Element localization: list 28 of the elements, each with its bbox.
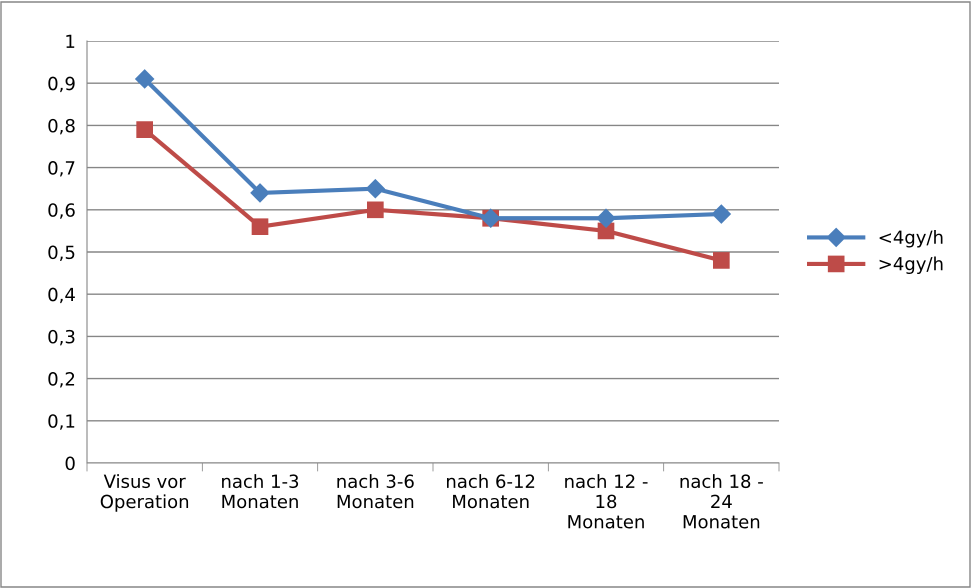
y-tick-label: 0,5	[48, 245, 74, 261]
point	[250, 183, 270, 202]
y-tick-label: 0,3	[48, 330, 74, 346]
y-tick-label: 0,4	[48, 288, 75, 304]
legend-label: <4gy/h	[880, 230, 942, 248]
y-tick-label: 0,9	[48, 76, 75, 92]
point	[135, 69, 154, 89]
point	[713, 252, 730, 269]
y-tick-label: 0,2	[48, 372, 74, 388]
point	[136, 121, 153, 138]
x-tick-label: Visus vor Operation	[100, 474, 188, 512]
point	[712, 204, 731, 224]
x-tick-label: nach 6-12 Monaten	[447, 474, 534, 508]
x-tick-label: nach 3-6 Monaten	[337, 474, 414, 508]
point	[367, 201, 384, 218]
legend-label: >4gy/h	[880, 256, 942, 274]
point	[252, 218, 268, 236]
y-tick-label: 1	[66, 34, 74, 48]
x-tick-label: nach 18 - 24 Monaten	[680, 474, 763, 529]
y-tick-label: 0,8	[48, 118, 75, 134]
x-tick-label: nach 12 - 18 Monaten	[565, 474, 648, 529]
x-tick-label: nach 1-3 Monaten	[222, 474, 298, 508]
point	[596, 208, 616, 228]
y-tick-label: 0,1	[48, 414, 74, 430]
point	[366, 179, 385, 198]
y-tick-label: 0	[66, 456, 75, 470]
y-tick-label: 0,6	[48, 203, 75, 219]
y-tick-label: 0,7	[48, 161, 74, 177]
